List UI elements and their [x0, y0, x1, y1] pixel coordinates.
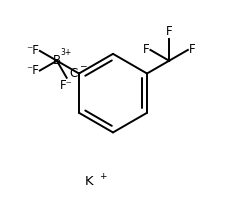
Text: C: C [70, 67, 78, 80]
Text: F: F [165, 25, 172, 38]
Text: F: F [142, 43, 149, 56]
Text: F: F [188, 43, 195, 56]
Text: F⁻: F⁻ [60, 79, 73, 92]
Text: ⁻F: ⁻F [26, 64, 39, 77]
Text: +: + [99, 172, 106, 181]
Text: −: − [79, 61, 86, 70]
Text: K: K [85, 175, 93, 188]
Text: B: B [53, 54, 61, 67]
Text: ⁻F: ⁻F [26, 44, 39, 57]
Text: 3+: 3+ [60, 48, 71, 57]
